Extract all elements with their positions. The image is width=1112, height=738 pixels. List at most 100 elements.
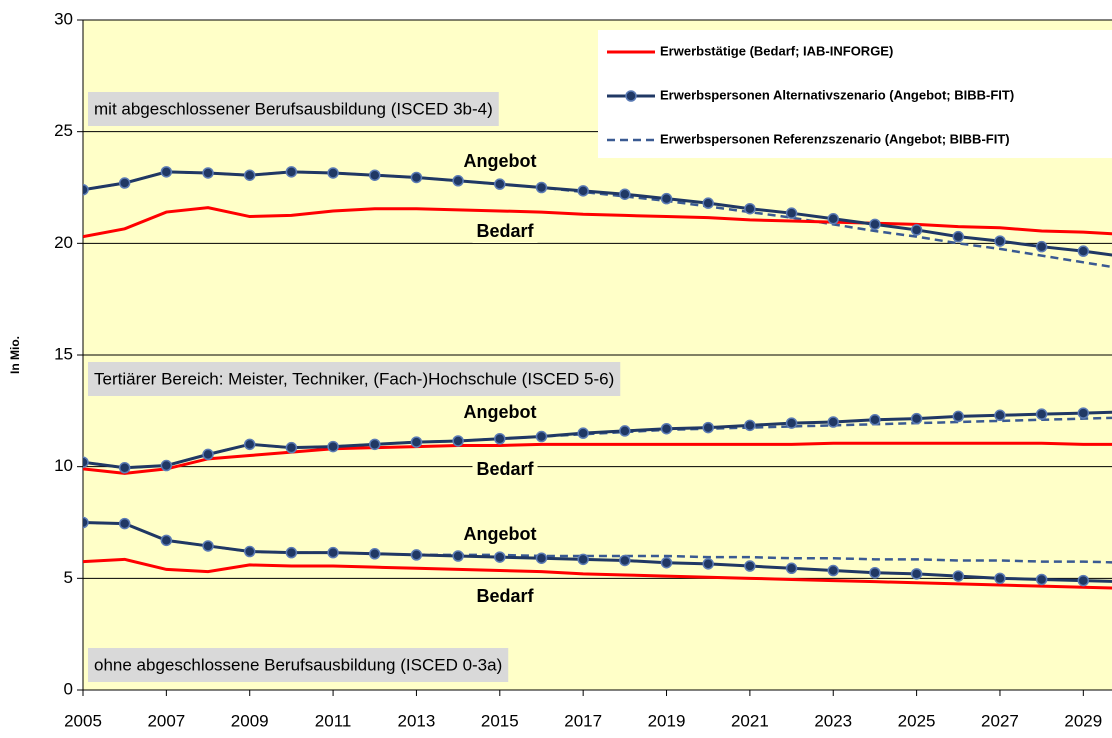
annotation: Bedarf xyxy=(476,221,534,241)
point xyxy=(952,230,965,243)
series-line xyxy=(83,206,1112,239)
point xyxy=(702,197,714,209)
point xyxy=(785,562,798,575)
legend-label: Erwerbspersonen Referenzszenario (Angebo… xyxy=(660,131,1010,146)
point xyxy=(952,410,965,423)
group-label: ohne abgeschlossene Berufsausbildung (IS… xyxy=(94,655,502,674)
point xyxy=(827,416,839,428)
point xyxy=(83,183,89,196)
point xyxy=(994,409,1006,422)
point xyxy=(1035,408,1048,420)
point xyxy=(702,558,714,570)
y-tick-label: 15 xyxy=(54,344,73,363)
point xyxy=(660,556,673,569)
series-line xyxy=(83,410,1112,470)
legend-label: Erwerbspersonen Alternativszenario (Ange… xyxy=(660,87,1014,102)
point xyxy=(994,572,1006,585)
point xyxy=(83,516,89,529)
annotation: Angebot xyxy=(464,151,537,171)
annotation: Angebot xyxy=(464,524,537,544)
point xyxy=(660,422,673,435)
group-label: mit abgeschlossener Berufsausbildung (IS… xyxy=(94,99,493,118)
series-line xyxy=(83,170,1112,257)
point xyxy=(577,185,589,197)
point xyxy=(327,440,339,453)
y-tick-label: 10 xyxy=(54,456,73,475)
point xyxy=(827,213,839,225)
point xyxy=(910,568,923,580)
series-line xyxy=(83,441,1112,475)
point xyxy=(369,438,381,451)
point xyxy=(535,181,548,194)
point xyxy=(285,441,298,454)
point xyxy=(494,433,506,445)
annotation: Angebot xyxy=(464,402,537,422)
point xyxy=(160,534,173,547)
point xyxy=(869,218,881,231)
point xyxy=(410,549,423,561)
point xyxy=(785,417,798,429)
point xyxy=(369,548,381,560)
point xyxy=(452,175,464,187)
x-tick-label: 2013 xyxy=(398,711,436,730)
point xyxy=(118,177,131,189)
point xyxy=(1035,573,1048,586)
group-label-box xyxy=(88,648,509,682)
x-tick-label: 2029 xyxy=(1064,711,1102,730)
x-tick-label: 2023 xyxy=(814,711,852,730)
x-tick-label: 2009 xyxy=(231,711,269,730)
x-tick-label: 2017 xyxy=(564,711,602,730)
series-line xyxy=(83,521,1112,564)
point xyxy=(619,554,631,567)
point xyxy=(118,462,131,474)
point xyxy=(452,550,464,562)
group-label: Tertiärer Bereich: Meister, Techniker, (… xyxy=(94,369,614,388)
series-line xyxy=(83,557,1112,590)
x-tick-label: 2025 xyxy=(898,711,936,730)
point xyxy=(202,540,214,552)
group-label-box xyxy=(88,92,499,126)
legend-box xyxy=(598,30,1112,158)
point xyxy=(619,188,631,200)
annotation: Bedarf xyxy=(476,459,534,479)
point xyxy=(410,436,423,448)
y-tick-label: 0 xyxy=(64,679,73,698)
point xyxy=(160,459,173,472)
point xyxy=(202,167,214,179)
y-tick-label: 5 xyxy=(64,568,73,587)
point xyxy=(285,166,298,178)
point xyxy=(702,421,714,434)
legend-label: Erwerbstätige (Bedarf; IAB-INFORGE) xyxy=(660,43,893,58)
point xyxy=(660,192,673,205)
point xyxy=(869,414,881,426)
point xyxy=(1077,574,1090,587)
point xyxy=(243,438,256,451)
point xyxy=(83,456,89,468)
y-axis-label: In Mio. xyxy=(8,336,22,374)
point xyxy=(1077,407,1090,419)
point xyxy=(744,419,756,432)
point xyxy=(910,224,923,236)
point xyxy=(744,202,756,215)
point xyxy=(744,560,756,572)
annotation-bg xyxy=(472,459,538,481)
x-tick-label: 2007 xyxy=(147,711,185,730)
point xyxy=(827,564,839,577)
y-tick-label: 30 xyxy=(54,9,73,28)
point xyxy=(577,427,589,439)
point xyxy=(1077,245,1090,257)
point xyxy=(1035,240,1048,253)
x-tick-label: 2019 xyxy=(648,711,686,730)
annotation-bg xyxy=(459,524,541,546)
series-line xyxy=(83,521,1112,583)
x-tick-label: 2027 xyxy=(981,711,1019,730)
plot-lines xyxy=(83,166,1112,590)
point xyxy=(202,448,214,461)
point xyxy=(535,552,548,564)
point xyxy=(327,167,339,179)
x-tick-label: 2015 xyxy=(481,711,519,730)
legend-marker xyxy=(625,90,637,102)
annotation: Bedarf xyxy=(476,586,534,606)
point xyxy=(243,169,256,181)
